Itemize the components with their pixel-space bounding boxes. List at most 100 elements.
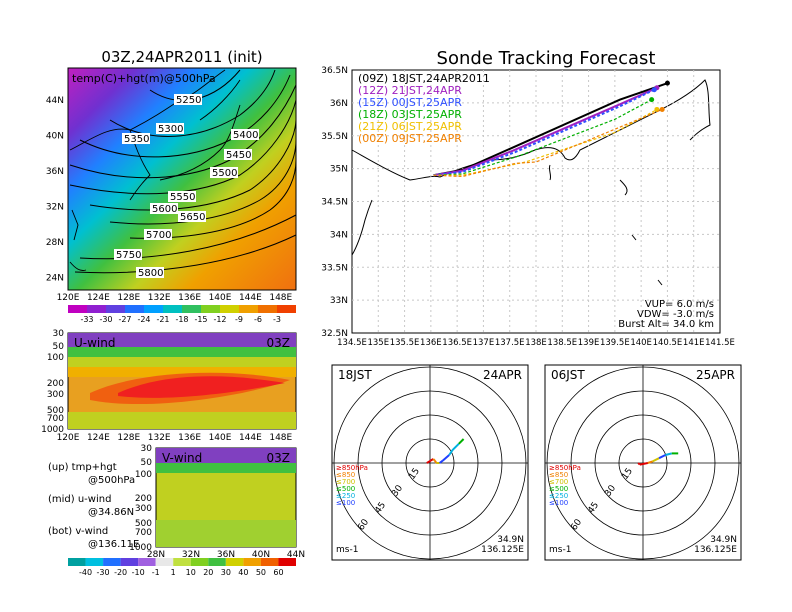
uwind-band2 — [68, 347, 296, 357]
map-lat-tick: 40N — [46, 132, 64, 142]
hodograph-unit: ms-1 — [549, 545, 571, 555]
temp-colorbar-label: -30 — [99, 315, 112, 324]
map-lon-tick: 124E — [87, 293, 110, 303]
track-param: Burst Alt= 34.0 km — [618, 319, 714, 330]
vwind-top-band — [156, 448, 296, 463]
track-series-line — [433, 86, 658, 177]
contour-label: 5550 — [170, 192, 195, 203]
track-end-point — [659, 106, 665, 112]
temp-colorbar-label: -18 — [175, 315, 188, 324]
temp-colorbar-swatch — [144, 305, 163, 313]
contour-label: 5800 — [138, 268, 163, 279]
contour-label-bg — [168, 191, 196, 202]
hodograph-segment — [647, 460, 653, 464]
track-lon-tick: 140E — [630, 338, 652, 348]
wind-colorbar-swatch — [225, 558, 244, 566]
uwind-lon-tick: 124E — [87, 433, 110, 443]
vwind-pressure-tick: 50 — [141, 458, 153, 468]
uwind-pressure-tick: 300 — [47, 390, 64, 400]
wind-colorbar-swatch — [208, 558, 226, 566]
track-end-point — [664, 80, 670, 86]
temp-colorbar-swatch — [258, 305, 277, 313]
track-legend-entry: (18Z) 03JST,25APR — [358, 108, 462, 121]
wind-colorbar-swatch — [190, 558, 209, 566]
wind-colorbar-swatch — [173, 558, 191, 566]
temp-colorbar-swatch — [106, 305, 125, 313]
uwind-pressure-tick: 200 — [47, 379, 64, 389]
uwind-label: U-wind — [74, 336, 115, 350]
uwind-jet-core — [118, 376, 285, 398]
map-lat-tick: 32N — [46, 203, 64, 213]
track-end-point — [651, 87, 657, 93]
track-lon-tick: 141.5E — [705, 338, 735, 348]
wind-colorbar-swatch — [260, 558, 279, 566]
wind-colorbar-label: -20 — [114, 568, 127, 577]
temp-colorbar-label: -24 — [137, 315, 150, 324]
temp-colorbar-label: -27 — [118, 315, 131, 324]
note-key: (bot) v-wind — [48, 526, 108, 537]
track-lon-tick: 136E — [420, 338, 442, 348]
note-sub: @136.11E — [88, 539, 139, 550]
track-legend-entry: (00Z) 09JST,25APR — [358, 132, 462, 145]
uwind-top-band — [68, 333, 296, 347]
hodograph-segment — [652, 457, 660, 463]
hodograph-segment — [639, 462, 648, 466]
uwind-band-low — [68, 412, 296, 429]
contour-label-bg — [122, 133, 150, 144]
note-key: (up) tmp+hgt — [48, 462, 117, 473]
track-title: Sonde Tracking Forecast — [437, 48, 656, 69]
wind-colorbar-swatch — [155, 558, 174, 566]
hodograph-segment — [433, 460, 438, 464]
hodograph-legend-entry: ≤850 — [336, 471, 355, 479]
map-lon-tick: 144E — [239, 293, 262, 303]
map-lon-tick: 128E — [117, 293, 140, 303]
hodograph-legend-entry: ≤100 — [336, 499, 355, 507]
track-lon-tick: 139E — [578, 338, 600, 348]
contour-label: 5650 — [180, 212, 205, 223]
track-series-line — [433, 88, 655, 177]
uwind-lon-tick: 128E — [117, 433, 140, 443]
track-param: VUP= 6.0 m/s — [645, 299, 714, 310]
vwind-lat-tick: 32N — [182, 550, 200, 560]
hodograph-legend-entry: ≥850hPa — [336, 464, 368, 472]
track-end-point — [649, 97, 655, 103]
contour-label: 5300 — [158, 124, 183, 135]
track-lon-tick: 137E — [473, 338, 495, 348]
hodograph-segment — [439, 459, 444, 464]
temp-colorbar-label: -12 — [213, 315, 226, 324]
track-lon-tick: 140.5E — [653, 338, 683, 348]
track-lon-tick: 138.5E — [547, 338, 577, 348]
track-lat-tick: 35N — [330, 165, 348, 175]
uwind-pressure-tick: 700 — [47, 414, 64, 424]
map-label: temp(C)+hgt(m)@500hPa — [72, 72, 216, 85]
vwind-pressure-tick: 500 — [135, 519, 152, 529]
temp-colorbar-swatch — [277, 305, 296, 313]
uwind-pressure-tick: 100 — [47, 353, 64, 363]
contour-label: 5700 — [146, 230, 171, 241]
map-lon-tick: 120E — [57, 293, 80, 303]
uwind-pressure-tick: 1000 — [41, 425, 64, 435]
note-sub: @500hPa — [88, 475, 135, 486]
vwind-band-low — [156, 520, 296, 547]
temp-colorbar-label: -33 — [80, 315, 93, 324]
hodograph-lat: 34.9N — [710, 535, 737, 545]
track-legend-entry: (09Z) 18JST,24APR2011 — [358, 72, 490, 85]
vwind-label: V-wind — [162, 451, 202, 465]
map-lat-tick: 36N — [46, 167, 64, 177]
track-lon-tick: 135.5E — [390, 338, 420, 348]
map-lon-tick: 140E — [209, 293, 232, 303]
hodograph-segment — [426, 459, 432, 464]
map-lon-tick: 132E — [148, 293, 171, 303]
contour-label-bg — [150, 203, 178, 214]
map-lat-tick: 28N — [46, 238, 64, 248]
hodograph-legend-entry: ≤850 — [549, 471, 568, 479]
hodograph-segment — [458, 438, 465, 445]
hodograph-date: 24APR — [483, 368, 522, 382]
temp-colorbar-swatch — [68, 305, 87, 313]
hodograph-segment — [430, 458, 434, 462]
track-lon-tick: 141E — [683, 338, 705, 348]
hodograph-segment — [448, 449, 454, 456]
uwind-time: 03Z — [267, 336, 291, 350]
hodograph-lon: 136.125E — [694, 545, 737, 555]
temp-colorbar-label: -21 — [156, 315, 169, 324]
